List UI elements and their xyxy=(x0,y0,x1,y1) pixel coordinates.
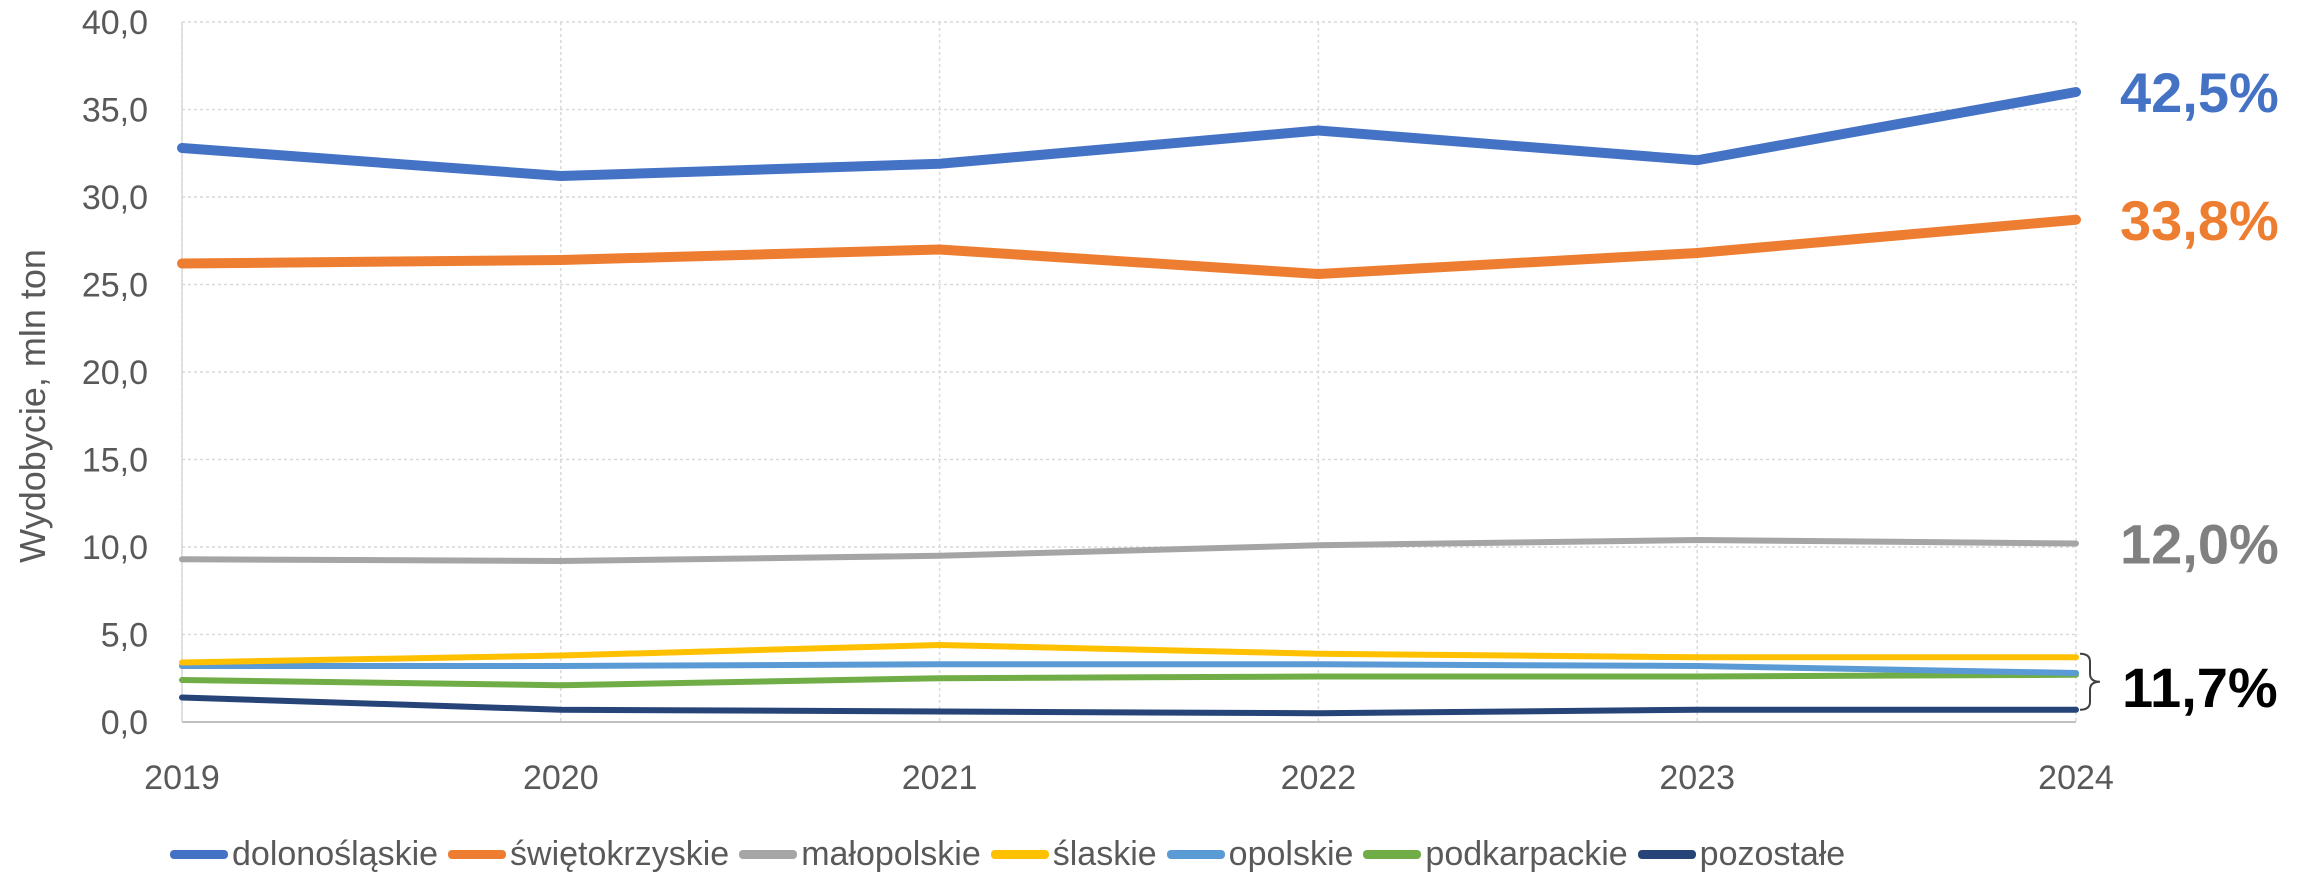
legend-swatch xyxy=(739,849,798,859)
y-tick-label: 20,0 xyxy=(82,354,148,392)
share-annotation: 33,8% xyxy=(2120,189,2279,252)
legend-label: ślaskie xyxy=(1052,834,1157,873)
share-annotation: 12,0% xyxy=(2120,513,2279,576)
y-tick-label: 5,0 xyxy=(101,617,148,655)
series-line xyxy=(179,537,2079,564)
share-annotation: 11,7% xyxy=(2122,656,2278,719)
legend-swatch xyxy=(448,849,507,859)
share-annotations: 42,5% 33,8% 12,0% 11,7% xyxy=(2079,61,2279,719)
legend-swatch xyxy=(990,849,1049,859)
series-line xyxy=(179,661,2079,676)
series-line xyxy=(179,642,2079,666)
y-tick-label: 25,0 xyxy=(82,267,148,305)
x-tick-labels: 2019 2020 2021 2022 2023 2024 xyxy=(144,759,2114,797)
legend-label: pozostałe xyxy=(1699,834,1846,873)
axes xyxy=(181,22,2076,723)
series-line xyxy=(177,214,2081,279)
legend-item: ślaskie xyxy=(990,834,1157,874)
y-tick-label: 0,0 xyxy=(101,704,148,742)
y-tick-label: 10,0 xyxy=(82,529,148,567)
legend-item: pozostałe xyxy=(1637,834,1846,874)
legend: dolonośląskie świętokrzyskie małopolskie śl… xyxy=(170,832,1845,876)
legend-item: świętokrzyskie xyxy=(448,835,729,874)
legend-item: małopolskie xyxy=(739,835,981,874)
y-tick-label: 30,0 xyxy=(82,179,148,217)
x-tick-label: 2020 xyxy=(523,759,599,797)
legend-swatch xyxy=(1363,849,1422,859)
x-tick-label: 2021 xyxy=(902,759,978,797)
legend-label: dolonośląskie xyxy=(232,834,439,873)
legend-label: świętokrzyskie xyxy=(510,834,730,873)
legend-swatch xyxy=(170,849,228,859)
share-annotation: 42,5% xyxy=(2120,61,2279,124)
series-line xyxy=(179,671,2079,689)
series-lines xyxy=(177,87,2081,717)
legend-swatch xyxy=(1637,849,1696,859)
legend-item: dolonośląskie xyxy=(170,835,438,874)
legend-label: małopolskie xyxy=(801,834,981,873)
x-tick-label: 2024 xyxy=(2038,759,2114,797)
legend-label: opolskie xyxy=(1228,834,1354,873)
y-tick-label: 40,0 xyxy=(82,4,148,42)
x-tick-label: 2019 xyxy=(144,759,220,797)
series-line xyxy=(179,694,2079,717)
brace-bracket xyxy=(2079,652,2101,711)
grid-lines xyxy=(181,21,2077,722)
x-tick-label: 2023 xyxy=(1659,759,1735,797)
y-axis-label: Wydobycie, mln ton xyxy=(12,249,53,563)
series-line xyxy=(177,87,2081,181)
y-tick-label: 15,0 xyxy=(82,442,148,480)
x-tick-label: 2022 xyxy=(1281,759,1357,797)
legend-item: opolskie xyxy=(1166,834,1354,874)
y-tick-label: 35,0 xyxy=(82,92,148,130)
legend-item: podkarpackie xyxy=(1363,834,1628,874)
legend-swatch xyxy=(1166,849,1225,859)
legend-label: podkarpackie xyxy=(1425,834,1628,873)
y-tick-labels: 0,0 5,0 10,0 15,0 20,0 25,0 30,0 35,0 40,0 xyxy=(82,4,148,742)
